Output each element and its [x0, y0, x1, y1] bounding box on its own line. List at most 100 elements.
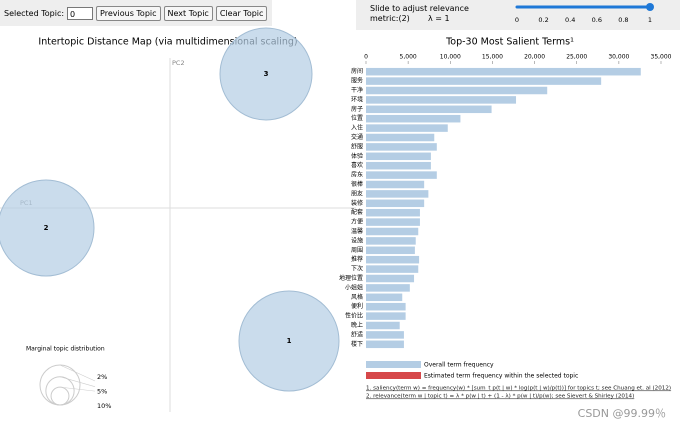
- bar: [366, 152, 431, 161]
- x-tick-label: 10,000: [440, 54, 461, 61]
- bar: [366, 67, 641, 76]
- term-label: 房子: [351, 105, 363, 113]
- bar: [366, 312, 406, 320]
- topic-label: 2: [44, 224, 49, 232]
- term-label: 周围: [351, 247, 363, 254]
- term-label: 房东: [351, 171, 363, 179]
- bar: [366, 86, 548, 95]
- marginal-circle: [39, 364, 81, 406]
- topic-circle: [238, 290, 340, 392]
- term-label: 房间: [351, 67, 363, 75]
- x-tick-label: 15,000: [482, 54, 503, 61]
- pc1-label: PC1: [20, 199, 33, 207]
- selected-topic-input[interactable]: 0: [67, 6, 94, 20]
- bar: [366, 96, 517, 104]
- footnote: 1. saliency(term w) = frequency(w) * [su…: [366, 386, 671, 392]
- topic-label: 1: [287, 337, 292, 345]
- chart-title: Top-30 Most Salient Terms¹: [445, 37, 574, 48]
- next-topic-button[interactable]: Next Topic: [163, 5, 213, 21]
- bar: [366, 133, 435, 142]
- term-label: 交通: [351, 133, 363, 141]
- topic-circle: [219, 27, 313, 121]
- watermark: CSDN @99.99％: [578, 407, 666, 420]
- term-label: 服务: [351, 77, 363, 85]
- term-label: 下次: [351, 265, 363, 273]
- legend-label: Overall term frequency: [424, 362, 494, 369]
- bar: [366, 114, 461, 123]
- topic-controls: Selected Topic: 0 Previous Topic Next To…: [0, 0, 272, 26]
- term-label: 入住: [351, 124, 363, 132]
- term-label: 位置: [351, 114, 363, 122]
- marginal-guide: [59, 386, 96, 392]
- bar: [366, 180, 425, 189]
- bar: [366, 190, 429, 198]
- term-label: 地理位置: [339, 274, 363, 282]
- term-label: 配套: [351, 208, 363, 216]
- term-label: 朋友: [351, 189, 363, 197]
- bar: [366, 124, 448, 132]
- bar: [366, 255, 420, 264]
- marginal-size-label: 10%: [97, 402, 111, 410]
- term-label: 舒适: [351, 330, 363, 338]
- marginal-title: Marginal topic distribution: [26, 346, 105, 353]
- x-tick-label: 5,000: [400, 54, 417, 61]
- topic-circle: [0, 179, 95, 277]
- marginal-circle: [50, 386, 70, 406]
- marginal-size-label: 5%: [97, 388, 107, 396]
- bar: [366, 227, 419, 236]
- term-label: 小姐姐: [345, 283, 363, 291]
- term-label: 风格: [351, 293, 363, 301]
- bar: [366, 208, 420, 217]
- bar: [366, 237, 416, 245]
- bar: [366, 331, 404, 339]
- term-label: 体验: [351, 152, 363, 160]
- bar: [366, 321, 400, 330]
- term-label: 很棒: [351, 180, 363, 188]
- x-tick-label: 25,000: [566, 54, 587, 61]
- marginal-guide: [59, 376, 96, 388]
- term-label: 晚上: [351, 321, 363, 329]
- term-label: 楼下: [351, 340, 363, 348]
- term-label: 性价比: [345, 312, 363, 320]
- bar: [366, 218, 420, 226]
- relevance-controls: Slide to adjust relevance metric:(2) λ =…: [356, 0, 680, 30]
- lambda-label: λ = 1: [428, 14, 450, 23]
- term-label: 舒服: [351, 142, 363, 150]
- term-label: 环境: [351, 95, 363, 103]
- x-tick-label: 35,000: [651, 54, 672, 61]
- legend-swatch: [366, 361, 421, 368]
- topic-label: 3: [264, 70, 269, 78]
- bar: [366, 284, 410, 292]
- bar: [366, 265, 419, 273]
- x-tick-label: 20,000: [524, 54, 545, 61]
- bar: [366, 302, 406, 311]
- bar: [366, 77, 602, 85]
- pc2-label: PC2: [172, 59, 185, 67]
- x-tick-label: 30,000: [608, 54, 629, 61]
- previous-topic-button[interactable]: Previous Topic: [96, 5, 161, 21]
- legend-swatch: [366, 372, 421, 379]
- bar: [366, 171, 437, 179]
- term-label: 喜欢: [351, 161, 363, 169]
- marginal-guide: [59, 364, 96, 382]
- bar: [366, 293, 403, 302]
- term-label: 温馨: [351, 227, 363, 235]
- map-title: Intertopic Distance Map (via multidimens…: [38, 37, 297, 48]
- footnote: 2. relevance(term w | topic t) = λ * p(w…: [366, 394, 634, 400]
- bar: [366, 143, 437, 151]
- selected-topic-label: Selected Topic:: [4, 8, 65, 18]
- term-label: 方便: [351, 218, 363, 226]
- bar: [366, 274, 415, 283]
- term-label: 便利: [351, 302, 363, 310]
- bar: [366, 340, 404, 349]
- marginal-size-label: 2%: [97, 373, 107, 381]
- term-label: 推荐: [351, 255, 363, 263]
- slider-label: Slide to adjust relevance metric:(2): [370, 4, 469, 23]
- clear-topic-button[interactable]: Clear Topic: [215, 5, 268, 21]
- term-label: 设施: [351, 236, 363, 244]
- bar: [366, 246, 415, 255]
- bar: [366, 161, 431, 170]
- x-tick-label: 0: [364, 54, 368, 61]
